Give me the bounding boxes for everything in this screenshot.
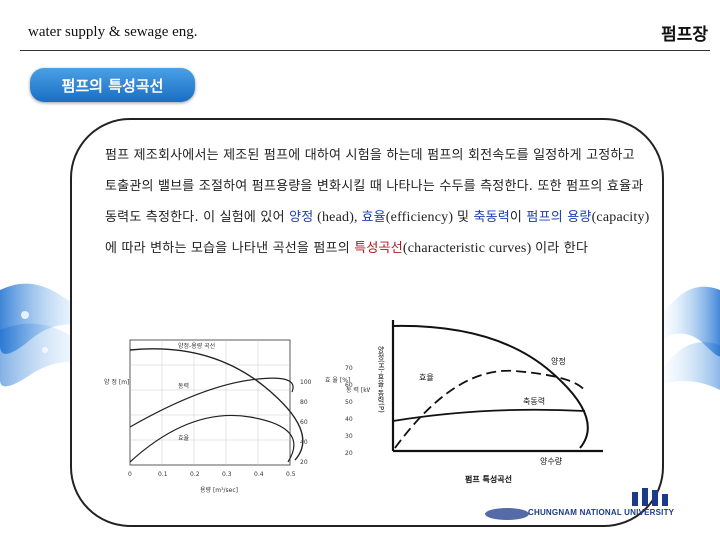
x-tick: 0.5 (286, 471, 296, 478)
text-segment: 이 (509, 210, 527, 225)
power-tick: 20 (345, 450, 353, 457)
label-power-curve: 동력 (178, 382, 189, 390)
ylabel-power: 동 력 [kW] (346, 386, 370, 394)
eff-tick: 60 (300, 419, 308, 426)
power-tick: 60 (345, 382, 353, 389)
course-title: water supply & sewage eng. (28, 24, 198, 40)
head-curve (392, 324, 589, 449)
power-curve (129, 377, 294, 428)
text-segment: 이라 한다 (535, 241, 589, 256)
university-name: CHUNGNAM NATIONAL UNIVERSITY (528, 508, 675, 517)
keyword-capacity-en: (capacity) (591, 210, 650, 225)
pump-curves-figure-right: 양정 효율 축동력 양수량 펌프 특성곡선 양정(H)·효율·동력(P) (377, 320, 603, 484)
content-card (70, 118, 664, 527)
eff-tick: 100 (300, 379, 312, 386)
keyword-capacity: 펌프의 용량 (526, 210, 592, 225)
keyword-characteristic: 특성곡선 (354, 241, 403, 256)
power-curve (392, 408, 586, 422)
xlabel-flow: 양수량 (540, 456, 563, 466)
power-tick: 40 (345, 416, 353, 423)
grid-lines (130, 340, 290, 465)
keyword-power: 축동력 (473, 210, 510, 225)
eff-tick: 20 (300, 459, 308, 466)
header-divider (20, 50, 710, 51)
keyword-efficiency-en: (efficiency) (385, 210, 457, 225)
keyword-head-en: (head), (313, 210, 362, 225)
section-title: 펌프장 (661, 25, 708, 45)
ylabel-axis: 양정(H)·효율·동력(P) (377, 346, 385, 413)
plot-frame (129, 339, 291, 466)
label-head-curve: 양정-용량 곡선 (178, 342, 215, 350)
power-tick: 50 (345, 399, 353, 406)
label-efficiency-curve: 효율 (178, 435, 190, 442)
text-segment: 및 (456, 210, 474, 225)
x-tick: 0 (128, 471, 132, 478)
xlabel-capacity: 용량 [m³/sec] (200, 487, 238, 494)
description-paragraph: 펌프 제조회사에서는 제조된 펌프에 대하여 시험을 하는데 펌프의 회전속도를… (105, 140, 650, 264)
figure-caption: 펌프 특성곡선 (465, 474, 512, 484)
label-power: 축동력 (523, 396, 545, 406)
efficiency-curve (394, 369, 586, 449)
water-wave-decoration-right (660, 286, 720, 390)
x-tick: 0.3 (222, 471, 232, 478)
topic-badge: 펌프의 특성곡선 (30, 68, 195, 102)
x-tick: 0.1 (158, 471, 168, 478)
power-tick: 70 (345, 365, 353, 372)
efficiency-curve (129, 414, 295, 463)
x-tick: 0.4 (254, 471, 264, 478)
text-segment: 펌프 제조회사에서는 제조된 펌프에 대하여 시험을 하는데 펌프의 회전속도를… (105, 148, 644, 225)
ylabel-head: 양 정 [m] (104, 378, 129, 386)
keyword-efficiency: 효율 (361, 210, 386, 225)
label-head: 양정 (551, 356, 566, 366)
x-tick: 0.2 (190, 471, 200, 478)
power-tick: 30 (345, 433, 353, 440)
label-efficiency: 효율 (419, 373, 434, 382)
head-curve (129, 348, 304, 461)
university-logo (485, 488, 668, 520)
pump-curves-figure-left: 양정-용량 곡선 동력 효율 양 정 [m] 용량 [m³/sec] 효 율 [… (104, 339, 370, 494)
eff-tick: 80 (300, 399, 308, 406)
keyword-characteristic-en: (characteristic curves) (402, 241, 536, 256)
ylabel-efficiency: 효 율 [%] (325, 377, 350, 384)
text-segment: 에 따라 변하는 모습을 나타낸 곡선을 펌프의 (105, 241, 355, 256)
keyword-head: 양정 (289, 210, 314, 225)
eff-tick: 40 (300, 439, 308, 446)
